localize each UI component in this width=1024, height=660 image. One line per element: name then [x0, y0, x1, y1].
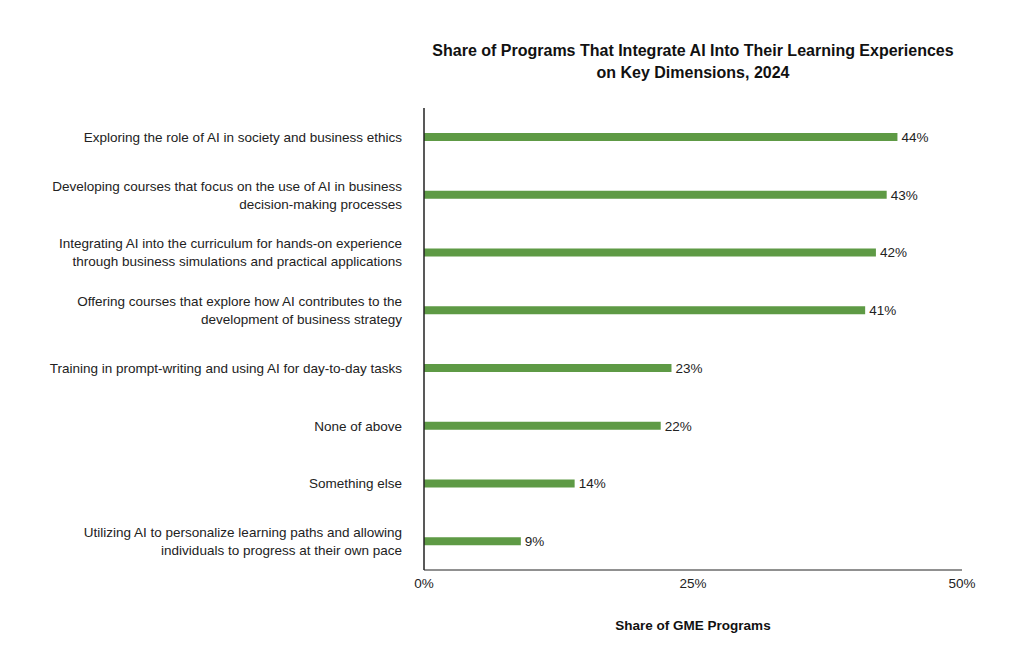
- svg-text:9%: 9%: [525, 534, 545, 549]
- svg-text:22%: 22%: [665, 419, 692, 434]
- svg-text:25%: 25%: [679, 576, 706, 591]
- svg-text:42%: 42%: [880, 245, 907, 260]
- svg-text:Developing courses that focus: Developing courses that focus on the use…: [52, 179, 402, 212]
- svg-text:44%: 44%: [901, 130, 928, 145]
- svg-text:Something else: Something else: [309, 476, 402, 491]
- html-text:Share of Programs That Integra: Share of Programs That Integrate AI Into…: [432, 42, 954, 81]
- svg-text:50%: 50%: [948, 576, 975, 591]
- svg-text:Training in prompt-writing and: Training in prompt-writing and using AI …: [50, 361, 402, 376]
- svg-text:23%: 23%: [675, 361, 702, 376]
- svg-text:Exploring the role of AI in so: Exploring the role of AI in society and …: [84, 130, 402, 145]
- svg-text:14%: 14%: [579, 476, 606, 491]
- svg-text:None of above: None of above: [314, 419, 402, 434]
- svg-text:Share of GME Programs: Share of GME Programs: [615, 618, 770, 633]
- svg-text:41%: 41%: [869, 303, 896, 318]
- svg-text:43%: 43%: [891, 188, 918, 203]
- svg-text:Offering courses that explore: Offering courses that explore how AI con…: [77, 294, 402, 327]
- svg-text:Utilizing AI to personalize le: Utilizing AI to personalize learning pat…: [84, 525, 402, 558]
- svg-text:0%: 0%: [414, 576, 434, 591]
- svg-text:Integrating AI into the curric: Integrating AI into the curriculum for h…: [59, 236, 402, 269]
